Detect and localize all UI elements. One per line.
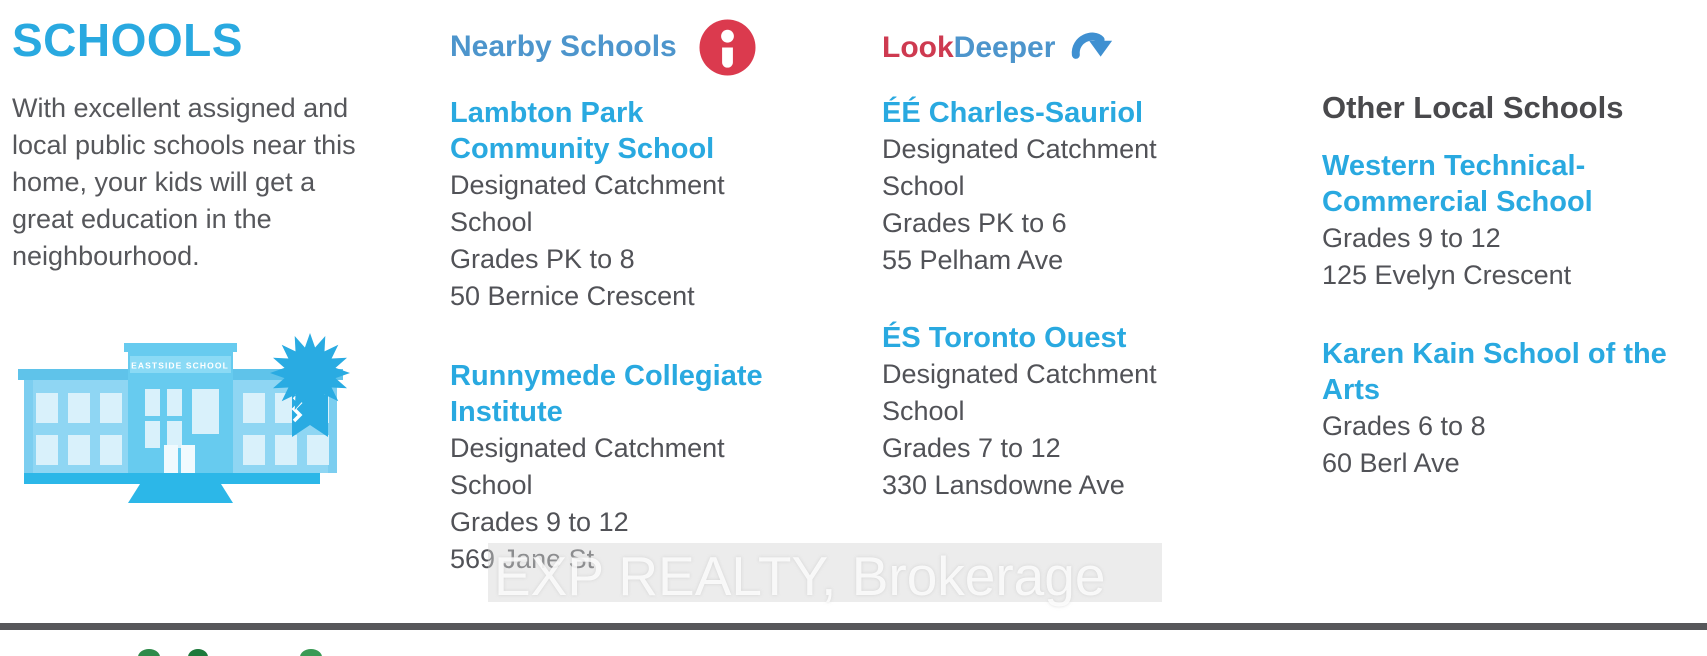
section-title: SCHOOLS [12, 14, 243, 66]
school-name-line[interactable]: Lambton Park [450, 97, 644, 129]
front-door [164, 445, 195, 473]
school-designation: Designated Catchment School [882, 359, 1157, 426]
school-designation: Designated Catchment School [882, 134, 1157, 201]
nearby-schools-column: Nearby Schools Lambton Park Community Sc… [450, 0, 795, 656]
other-local-schools-column: Other Local Schools Western Technical- C… [1322, 0, 1707, 656]
info-icon[interactable] [699, 18, 756, 76]
school-name-line[interactable]: Runnymede Collegiate [450, 360, 763, 392]
brokerage-watermark: EXP REALTY, Brokerage [488, 543, 1162, 607]
school-name-line[interactable]: Institute [450, 396, 563, 428]
lookdeeper-logo: LookDeeper [882, 26, 1113, 66]
school-grades: Grades PK to 8 [450, 244, 635, 274]
center-windows [145, 389, 219, 448]
sign-banner [130, 356, 231, 373]
school-address: 50 Bernice Crescent [450, 281, 695, 311]
school-name-line[interactable]: Arts [1322, 374, 1381, 406]
intro-line: home, your kids will get a [12, 167, 316, 197]
school-address: 125 Evelyn Crescent [1322, 260, 1572, 290]
lookdeeper-logo-deeper: Deeper [953, 31, 1056, 64]
school-name-link[interactable]: Lambton Park Community School [450, 95, 725, 167]
school-grades: Grades PK to 6 [882, 208, 1067, 238]
school-name-line[interactable]: ÉÉ Charles-Sauriol [882, 97, 1144, 129]
school-address: 569 Jane St [450, 544, 595, 574]
section-divider [0, 623, 1707, 630]
intro-line: local public schools near this [12, 130, 356, 160]
school-building-illustration: EASTSIDE SCHOOL [18, 333, 350, 507]
wing-windows [36, 393, 329, 465]
intro-line: neighbourhood. [12, 241, 200, 271]
school-entry: ÉÉ Charles-Sauriol Designated Catchment … [882, 95, 1157, 279]
school-name-link[interactable]: Karen Kain School of the Arts [1322, 336, 1667, 408]
school-grades: Grades 7 to 12 [882, 433, 1061, 463]
lookdeeper-logo-look: Look [882, 31, 954, 64]
next-section-peek [138, 649, 160, 656]
school-building-svg: EASTSIDE SCHOOL [18, 333, 350, 503]
school-entry: Runnymede Collegiate Institute Designate… [450, 358, 763, 578]
award-badge-icon [270, 333, 350, 437]
school-entry: Karen Kain School of the Arts Grades 6 t… [1322, 336, 1667, 482]
school-name-line[interactable]: Karen Kain School of the [1322, 338, 1667, 370]
school-grades: Grades 6 to 8 [1322, 411, 1486, 441]
school-name-line[interactable]: ÉS Toronto Ouest [882, 322, 1127, 354]
school-sign-text: EASTSIDE SCHOOL [131, 361, 229, 371]
intro-paragraph: With excellent assigned and local public… [12, 90, 367, 275]
building-base [24, 473, 320, 484]
center-cornice [124, 343, 237, 352]
school-entry: ÉS Toronto Ouest Designated Catchment Sc… [882, 320, 1157, 504]
school-designation: Designated Catchment School [450, 170, 725, 237]
school-grades: Grades 9 to 12 [1322, 223, 1501, 253]
school-address: 55 Pelham Ave [882, 245, 1064, 275]
school-name-link[interactable]: Western Technical- Commercial School [1322, 148, 1593, 220]
intro-line: great education in the [12, 204, 272, 234]
next-section-peek [188, 649, 208, 656]
school-entry: Lambton Park Community School Designated… [450, 95, 725, 315]
nearby-schools-title: Nearby Schools [450, 30, 677, 63]
nearby-schools-header: Nearby Schools [450, 17, 756, 77]
left-wing-cornice [18, 369, 131, 380]
lookdeeper-column: LookDeeper ÉÉ Charles-Sauriol Designated… [882, 0, 1194, 656]
other-local-schools-title: Other Local Schools [1322, 90, 1624, 125]
school-name-line[interactable]: Commercial School [1322, 186, 1593, 218]
front-steps [128, 484, 233, 503]
school-name-link[interactable]: ÉS Toronto Ouest [882, 320, 1157, 356]
school-name-link[interactable]: Runnymede Collegiate Institute [450, 358, 763, 430]
school-entry: Western Technical- Commercial School Gra… [1322, 148, 1593, 294]
school-grades: Grades 9 to 12 [450, 507, 629, 537]
next-section-peek [300, 649, 322, 656]
school-address: 330 Lansdowne Ave [882, 470, 1125, 500]
school-designation: Designated Catchment School [450, 433, 725, 500]
school-name-line[interactable]: Community School [450, 133, 715, 165]
school-name-link[interactable]: ÉÉ Charles-Sauriol [882, 95, 1157, 131]
intro-line: With excellent assigned and [12, 93, 349, 123]
curved-down-arrow-icon [1072, 32, 1113, 59]
school-name-line[interactable]: Western Technical- [1322, 150, 1586, 182]
school-address: 60 Berl Ave [1322, 448, 1460, 478]
